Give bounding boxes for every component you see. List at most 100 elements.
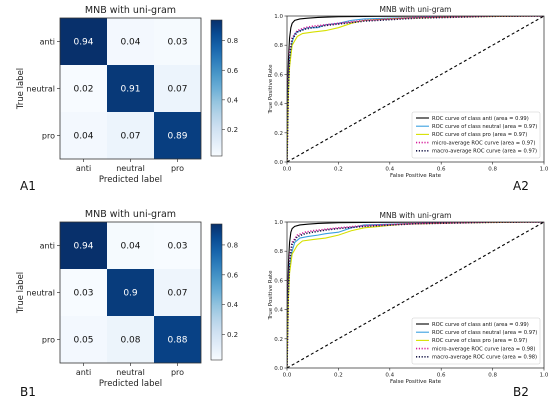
heatmap-cell	[154, 316, 201, 363]
x-tick-label: pro	[171, 164, 184, 173]
chart-title: MNB with uni-gram	[85, 5, 176, 16]
x-axis-label: Predicted label	[99, 379, 162, 389]
colorbar-tick-label: 0.2	[227, 331, 238, 339]
x-axis-label: False Positive Rate	[390, 173, 442, 179]
x-tick-label: neutral	[116, 164, 145, 173]
heatmap-cell	[60, 18, 107, 65]
x-tick-label: 0.8	[488, 373, 497, 379]
heatmap-cell	[107, 65, 154, 112]
colorbar-tick-label: 0.8	[227, 241, 238, 249]
roc-series-line	[287, 16, 544, 162]
cell-value-label: 0.07	[167, 85, 187, 95]
panel-b1: MNB with uni-gram 0.94 0.04 0.03 0.03 0.9 0.07…	[16, 209, 239, 389]
cell-value-label: 0.03	[167, 242, 187, 252]
cell-value-label: 0.9	[123, 289, 138, 299]
legend-entry: ROC curve of class pro (area = 0.97)	[432, 132, 527, 138]
y-tick-label: 0.6	[274, 278, 283, 284]
panel-label-b1: B1	[20, 385, 36, 399]
legend-entry: macro-average ROC curve (area = 0.98)	[432, 355, 537, 361]
panel-a1: MNB with uni-gram 0.94 0.04 0.03 0.02 0.91 0.0…	[16, 5, 239, 185]
y-tick-label: 1.0	[274, 220, 283, 226]
x-tick-label: 0.0	[283, 167, 292, 173]
heatmap-cell	[154, 18, 201, 65]
legend-entry: ROC curve of class neutral (area = 0.97)	[432, 330, 537, 336]
panel-label-a2: A2	[513, 179, 529, 193]
plot-frame	[286, 221, 545, 369]
x-tick-label: 0.4	[385, 373, 394, 379]
y-tick-label: 0.4	[274, 102, 283, 108]
heatmap-cell	[60, 316, 107, 363]
legend-entry: ROC curve of class anti (area = 0.99)	[432, 116, 529, 122]
x-tick-label: anti	[76, 368, 91, 377]
x-tick-label: pro	[171, 368, 184, 377]
y-tick-label: 0.6	[274, 72, 283, 78]
colorbar	[210, 223, 223, 361]
x-tick-label: anti	[76, 164, 91, 173]
heatmap-cell	[107, 316, 154, 363]
roc-series-line	[287, 222, 544, 368]
x-tick-label: 1.0	[540, 167, 549, 173]
y-tick-label: anti	[40, 242, 55, 251]
y-tick-label: 0.0	[274, 160, 283, 166]
x-tick-label: 0.6	[437, 373, 446, 379]
cell-value-label: 0.02	[73, 85, 93, 95]
y-tick-label: neutral	[26, 85, 55, 94]
legend: ROC curve of class anti (area = 0.99) ROC…	[411, 317, 541, 365]
x-tick-label: 1.0	[540, 373, 549, 379]
y-tick-label: neutral	[26, 289, 55, 298]
x-tick-label: 0.8	[488, 167, 497, 173]
plot-frame	[286, 15, 545, 163]
legend-entry: ROC curve of class pro (area = 0.97)	[432, 338, 527, 344]
heatmap-cell	[154, 65, 201, 112]
heatmap-cell	[107, 18, 154, 65]
cell-value-label: 0.91	[120, 85, 140, 95]
y-axis-label: True Positive Rate	[268, 64, 274, 115]
x-tick-label: 0.2	[334, 373, 343, 379]
colorbar-tick-label: 0.4	[227, 301, 239, 309]
x-axis-label: False Positive Rate	[390, 379, 442, 385]
y-tick-label: 1.0	[274, 14, 283, 20]
colorbar-tick-label: 0.6	[227, 271, 239, 279]
x-tick-label: 0.0	[283, 373, 292, 379]
x-axis-label: Predicted label	[99, 175, 162, 185]
heatmap-cell	[154, 269, 201, 316]
colorbar-tick-label: 0.8	[227, 37, 238, 45]
cell-value-label: 0.05	[73, 336, 93, 346]
legend-entry: micro-average ROC curve (area = 0.98)	[432, 346, 535, 352]
heatmap-cell	[60, 112, 107, 159]
x-tick-label: neutral	[116, 368, 145, 377]
chart-title: MNB with uni-gram	[380, 5, 452, 14]
heatmap-cell	[60, 222, 107, 269]
x-tick-label: 0.6	[437, 167, 446, 173]
y-tick-label: 0.2	[274, 131, 283, 137]
y-tick-label: 0.4	[274, 308, 283, 314]
y-tick-label: 0.8	[274, 43, 283, 49]
colorbar-tick-label: 0.6	[227, 67, 239, 75]
y-tick-label: 0.0	[274, 366, 283, 372]
x-tick-label: 0.2	[334, 167, 343, 173]
legend-box	[411, 111, 541, 159]
chart-title: MNB with uni-gram	[85, 209, 176, 220]
legend-entry: macro-average ROC curve (area = 0.97)	[432, 149, 537, 155]
heatmap-cell	[60, 269, 107, 316]
panel-label-a1: A1	[20, 179, 36, 193]
panel-b2: MNB with uni-gram 0.0 0.2 0.4 0.6 0.8 1.0 0.0 0.…	[268, 211, 549, 385]
cell-value-label: 0.03	[73, 289, 93, 299]
y-tick-label: pro	[42, 132, 55, 141]
legend-box	[411, 317, 541, 365]
cell-value-label: 0.04	[120, 242, 140, 252]
cell-value-label: 0.88	[167, 336, 187, 346]
y-tick-label: 0.8	[274, 249, 283, 255]
legend-entry: ROC curve of class neutral (area = 0.97)	[432, 124, 537, 130]
cell-value-label: 0.89	[167, 132, 187, 142]
cell-value-label: 0.94	[73, 242, 93, 252]
cell-value-label: 0.04	[73, 132, 93, 142]
legend: ROC curve of class anti (area = 0.99) ROC…	[411, 111, 541, 159]
colorbar-tick-label: 0.4	[227, 96, 239, 104]
y-axis-label: True label	[16, 68, 26, 110]
heatmap-cell	[107, 269, 154, 316]
colorbar	[210, 19, 223, 157]
plot-area	[287, 16, 544, 162]
x-tick-label: 0.4	[385, 167, 394, 173]
